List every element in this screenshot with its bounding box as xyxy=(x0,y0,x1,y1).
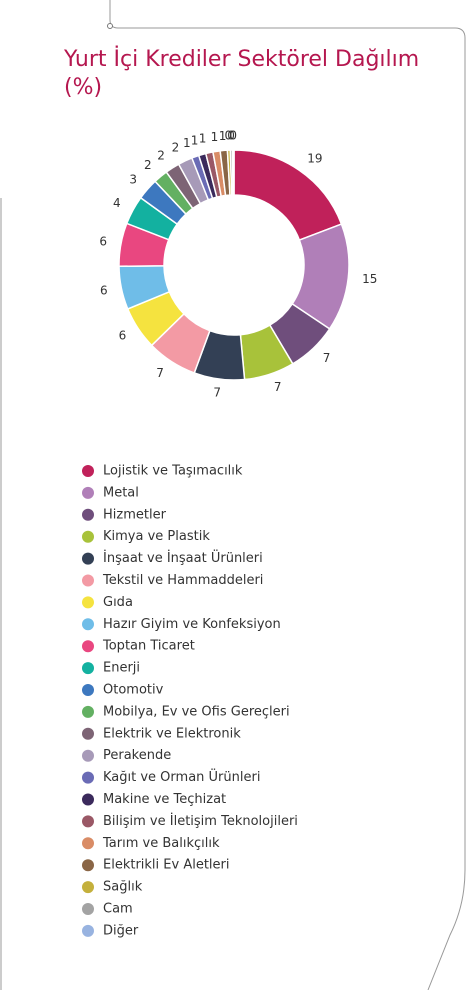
legend-marker xyxy=(82,618,94,631)
value-label: 6 xyxy=(99,234,107,248)
value-label: 1 xyxy=(199,131,207,145)
value-label: 0 xyxy=(227,129,235,143)
legend-label: Diğer xyxy=(103,923,139,938)
slice xyxy=(231,149,235,196)
legend-label: Elektrikli Ev Aletleri xyxy=(103,858,230,873)
legend-label: Kağıt ve Orman Ürünleri xyxy=(103,768,260,785)
legend-label: Makine ve Teçhizat xyxy=(103,792,226,807)
value-label: 19 xyxy=(307,151,322,165)
value-label: 7 xyxy=(213,385,221,399)
legend-label: Gıda xyxy=(103,595,133,610)
value-label: 2 xyxy=(157,149,165,163)
value-label: 6 xyxy=(119,329,127,343)
value-label: 1 xyxy=(191,134,199,148)
value-label: 0 xyxy=(229,129,237,143)
legend-marker xyxy=(82,903,94,915)
chart-title: Yurt İçi Krediler Sektörel Dağılım (%) xyxy=(64,47,420,100)
legend-marker xyxy=(82,574,94,587)
legend-label: Lojistik ve Taşımacılık xyxy=(103,464,243,479)
legend-marker xyxy=(82,793,94,806)
legend-marker xyxy=(82,640,94,653)
legend-label: Perakende xyxy=(103,748,171,763)
value-label: 15 xyxy=(362,272,377,286)
legend-marker xyxy=(82,924,94,937)
legend-label: Kimya ve Plastik xyxy=(103,529,210,544)
legend-marker xyxy=(82,465,94,477)
legend-marker xyxy=(82,530,94,543)
legend-marker xyxy=(82,596,94,609)
legend-marker xyxy=(82,815,94,828)
value-label: 1 xyxy=(211,130,219,144)
value-label: 6 xyxy=(100,283,108,297)
legend-label: Tekstil ve Hammaddeleri xyxy=(102,573,263,588)
legend-label: Elektrik ve Elektronik xyxy=(103,726,241,741)
legend-label: Tarım ve Balıkçılık xyxy=(102,836,220,851)
frame-dot xyxy=(107,23,113,29)
value-label: 7 xyxy=(323,351,331,365)
legend-marker xyxy=(82,486,94,499)
legend-label: Mobilya, Ev ve Ofis Gereçleri xyxy=(103,704,290,719)
value-label: 2 xyxy=(144,158,152,172)
legend-marker xyxy=(82,552,94,565)
legend-marker xyxy=(82,837,94,850)
legend-label: Enerji xyxy=(103,661,140,676)
value-label: 0 xyxy=(224,129,232,143)
legend-marker xyxy=(82,705,94,718)
value-label: 1 xyxy=(219,129,227,143)
value-label: 7 xyxy=(274,380,282,394)
value-label: 1 xyxy=(183,136,191,150)
legend-label: Hizmetler xyxy=(103,507,167,522)
legend-marker xyxy=(82,684,94,696)
value-label: 4 xyxy=(113,196,121,210)
value-label: 3 xyxy=(129,172,137,186)
legend-marker xyxy=(82,749,94,762)
value-label: 2 xyxy=(172,141,180,155)
legend-label: Bilişim ve İletişim Teknolojileri xyxy=(103,813,298,829)
legend-label: Otomotiv xyxy=(103,683,164,698)
legend-label: Toptan Ticaret xyxy=(102,639,195,654)
legend-label: Hazır Giyim ve Konfeksiyon xyxy=(103,617,281,632)
legend-label: Cam xyxy=(103,902,133,917)
legend-marker xyxy=(82,771,94,784)
legend-marker xyxy=(82,859,94,872)
legend-marker xyxy=(82,508,94,521)
legend-marker xyxy=(82,662,94,675)
legend-marker xyxy=(82,881,94,894)
legend-label: Sağlık xyxy=(103,880,143,895)
legend-label: İnşaat ve İnşaat Ürünleri xyxy=(103,549,263,566)
legend-label: Metal xyxy=(103,485,139,500)
value-label: 7 xyxy=(156,366,164,380)
legend-marker xyxy=(82,727,94,740)
slice xyxy=(233,149,343,242)
